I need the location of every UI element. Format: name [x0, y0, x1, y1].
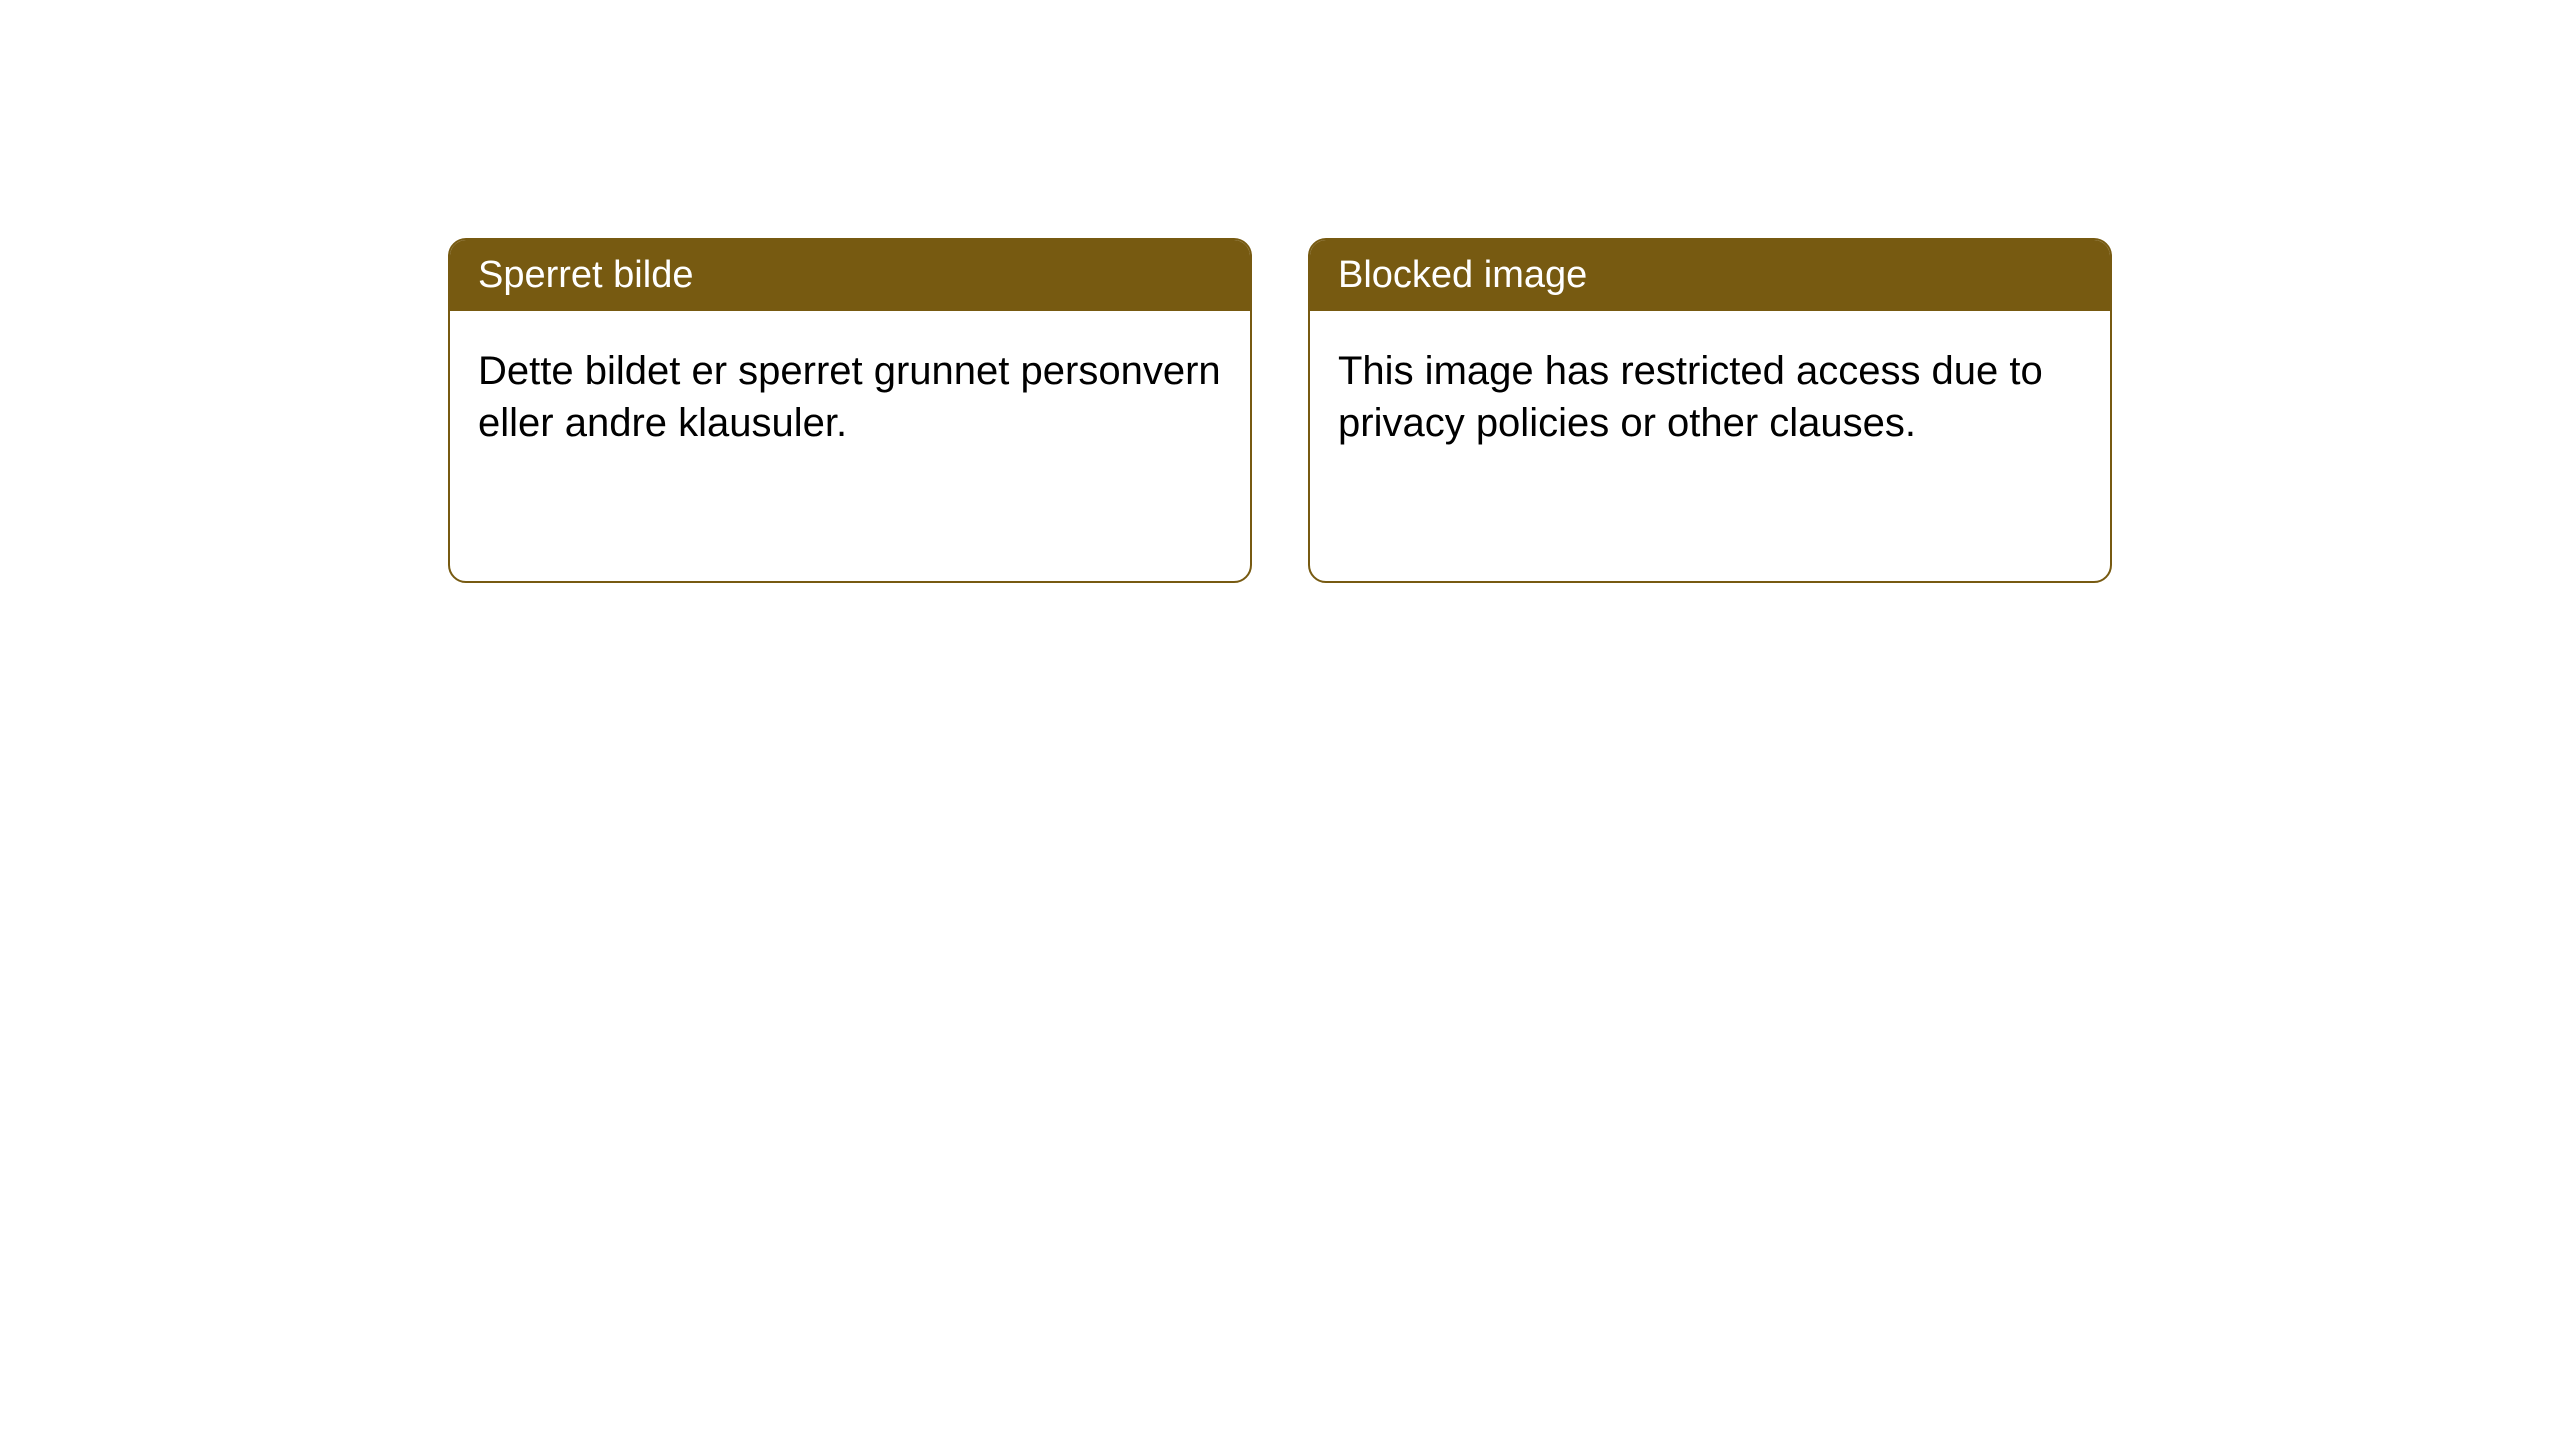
card-title-no: Sperret bilde	[478, 254, 693, 296]
blocked-image-card-no: Sperret bilde Dette bildet er sperret gr…	[448, 238, 1252, 583]
card-header-no: Sperret bilde	[450, 240, 1250, 311]
card-header-en: Blocked image	[1310, 240, 2110, 311]
card-text-en: This image has restricted access due to …	[1338, 349, 2043, 445]
card-title-en: Blocked image	[1338, 254, 1587, 296]
notice-container: Sperret bilde Dette bildet er sperret gr…	[0, 0, 2560, 583]
card-body-en: This image has restricted access due to …	[1310, 311, 2110, 581]
card-text-no: Dette bildet er sperret grunnet personve…	[478, 349, 1221, 445]
card-body-no: Dette bildet er sperret grunnet personve…	[450, 311, 1250, 581]
blocked-image-card-en: Blocked image This image has restricted …	[1308, 238, 2112, 583]
